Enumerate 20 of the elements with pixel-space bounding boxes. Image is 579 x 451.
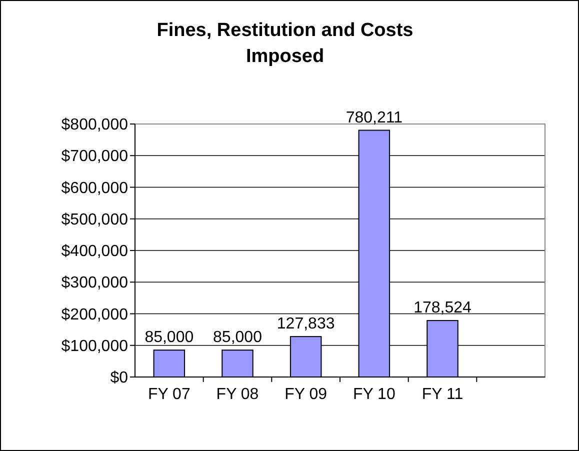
chart-title: Fines, Restitution and Costs Imposed bbox=[156, 20, 414, 67]
data-label: 85,000 bbox=[144, 329, 194, 346]
x-tick-label: FY 09 bbox=[284, 386, 328, 403]
data-label: 85,000 bbox=[213, 329, 262, 346]
data-label: 178,524 bbox=[414, 300, 472, 317]
x-tick-label: FY 08 bbox=[216, 386, 259, 403]
y-tick-label: $0 bbox=[110, 370, 128, 387]
y-tick-label: $200,000 bbox=[61, 306, 128, 324]
x-tick-label: FY 10 bbox=[352, 386, 396, 403]
x-tick-label: FY 11 bbox=[422, 386, 464, 403]
y-tick-label: $100,000 bbox=[61, 338, 128, 355]
y-tick-label: $800,000 bbox=[61, 116, 128, 134]
data-label: 127,833 bbox=[276, 316, 335, 333]
y-tick-label: $400,000 bbox=[61, 243, 128, 260]
y-tick-label: $300,000 bbox=[61, 274, 128, 292]
data-label: 780,211 bbox=[346, 109, 403, 126]
y-tick-label: $700,000 bbox=[61, 148, 128, 166]
y-tick-label: $500,000 bbox=[61, 211, 128, 228]
y-tick-label: $600,000 bbox=[61, 180, 128, 197]
x-tick-label: FY 07 bbox=[148, 386, 190, 403]
